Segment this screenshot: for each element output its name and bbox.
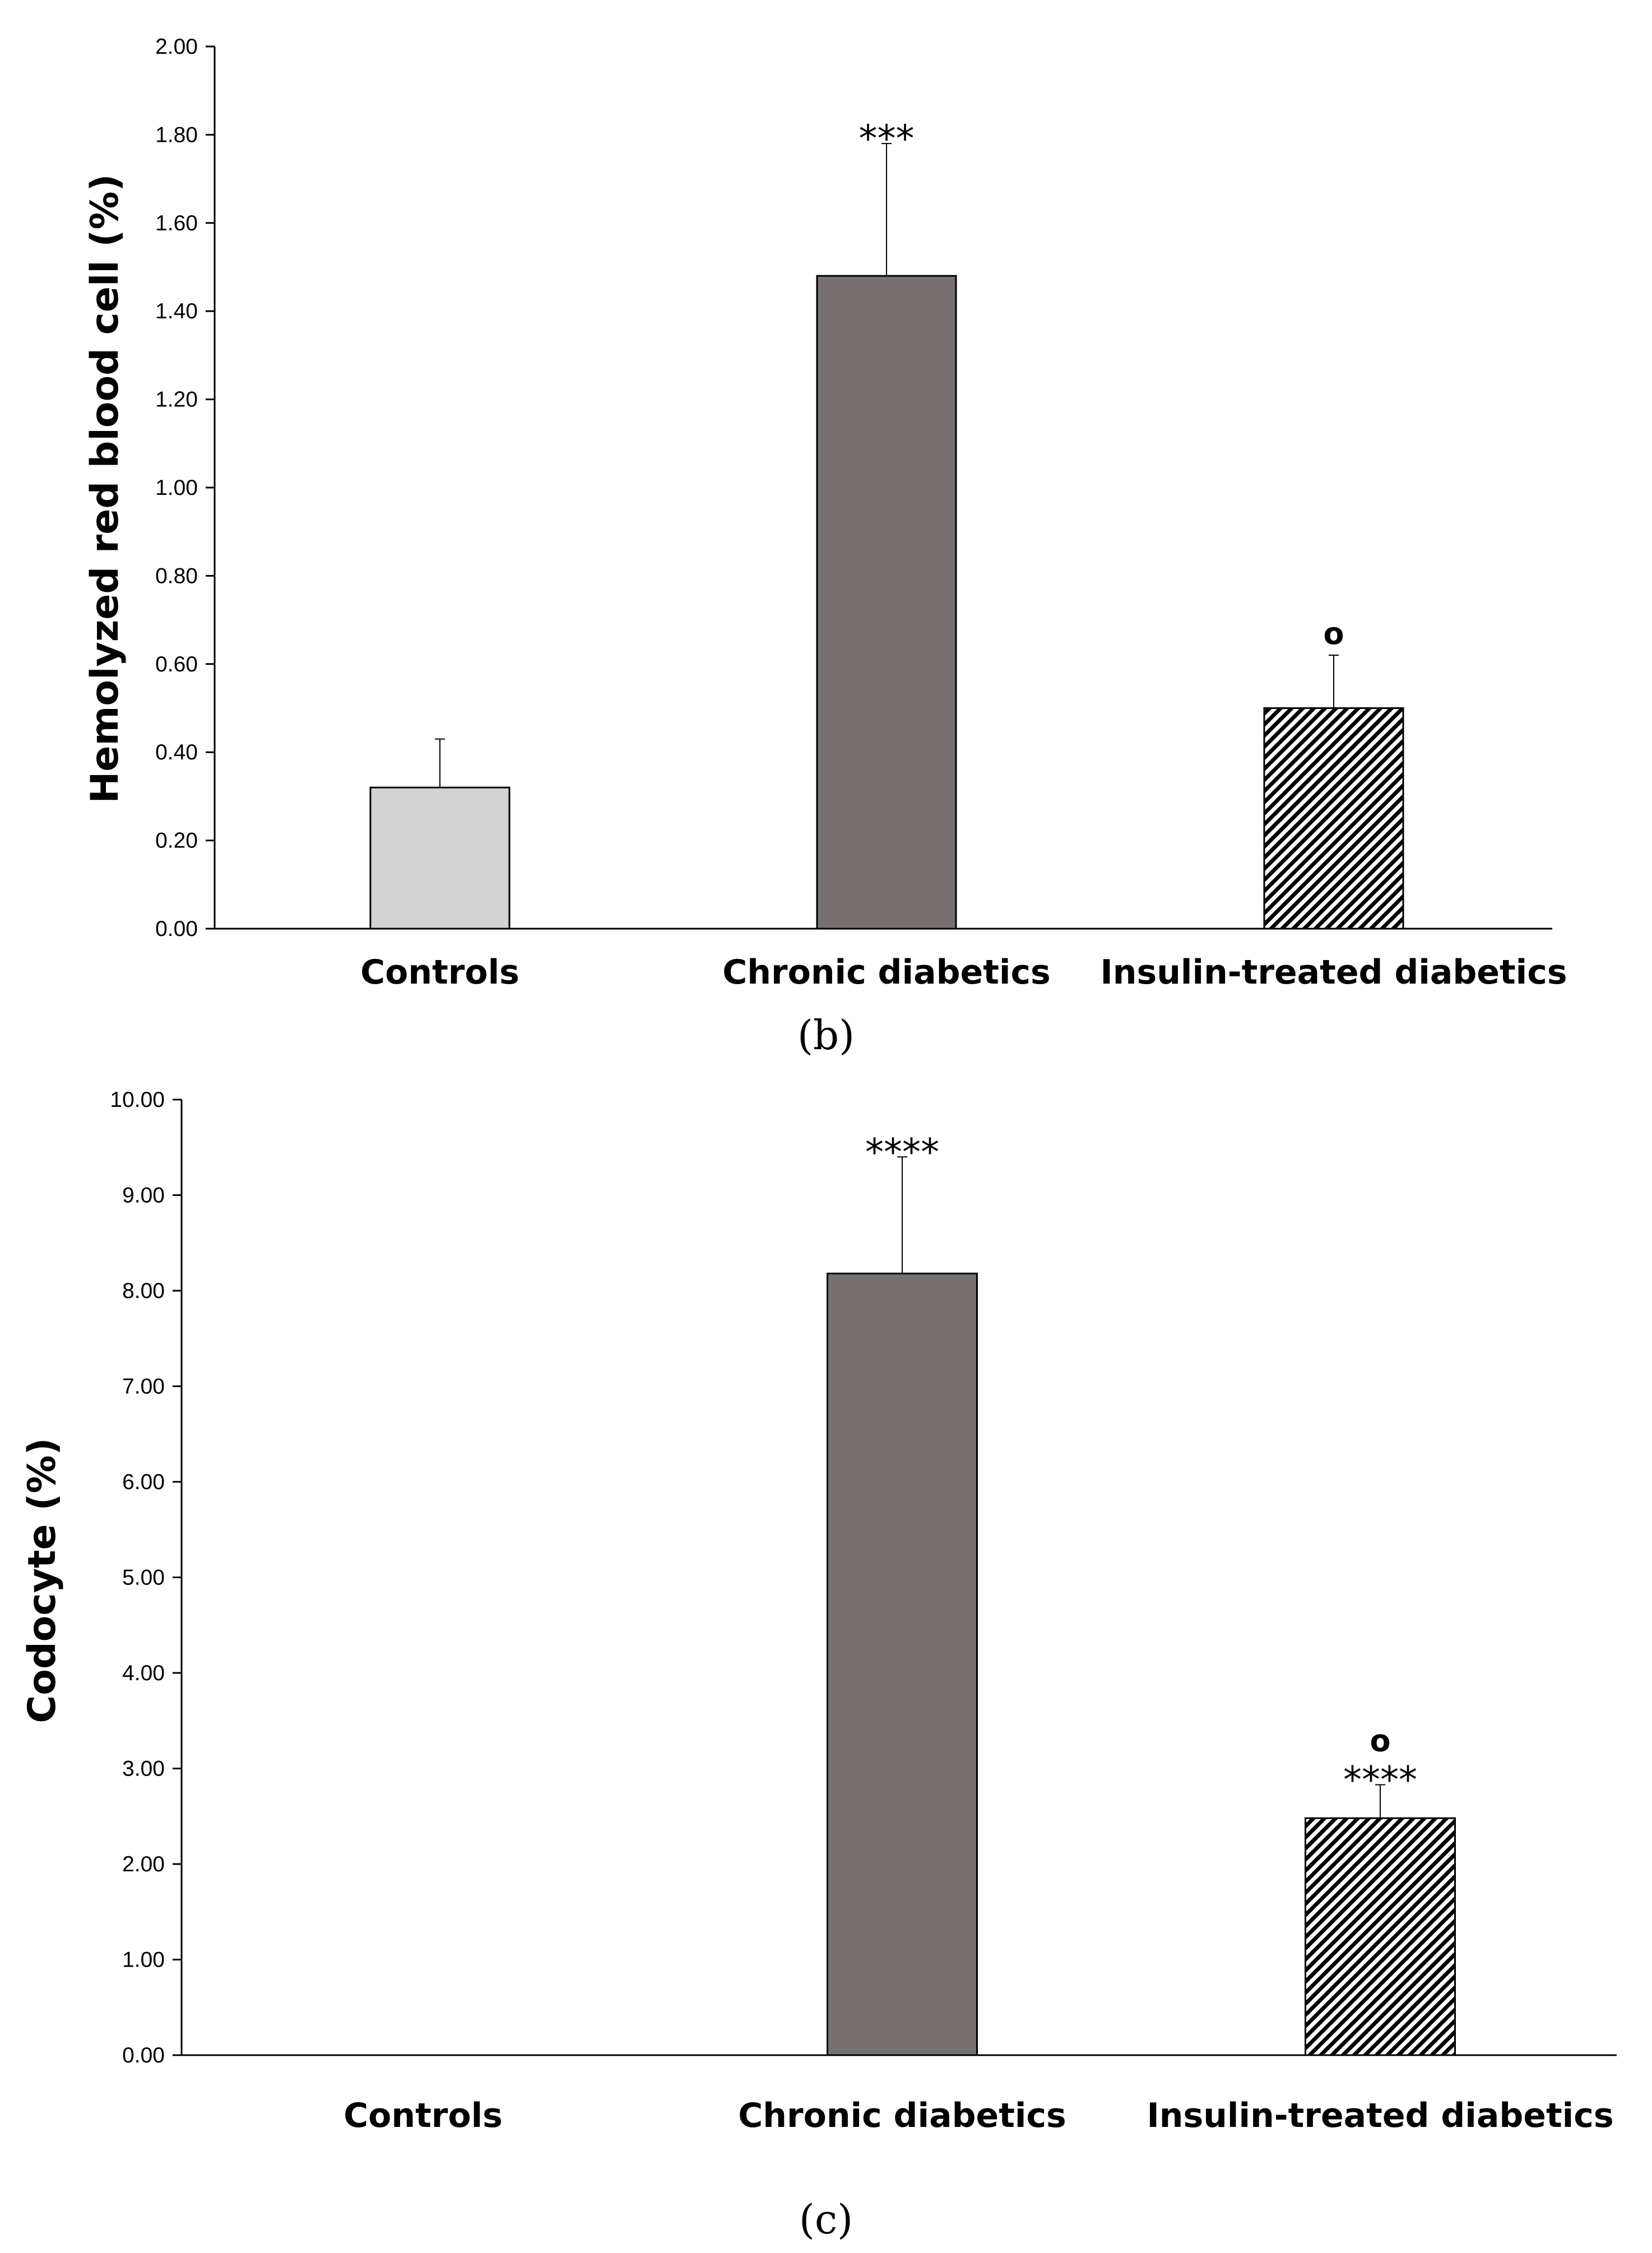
x-category-label: Insulin-treated diabetics: [1147, 2096, 1613, 2135]
x-category-label: Chronic diabetics: [738, 2096, 1066, 2135]
y-tick-label: 6.00: [122, 1470, 165, 1494]
y-tick-label: 0.80: [155, 564, 198, 588]
y-tick-label: 1.60: [155, 211, 198, 235]
y-tick-label: 1.00: [155, 476, 198, 500]
significance-stars: ****: [1343, 1758, 1417, 1801]
chart-panel-b: 0.00 0.20 0.40 0.60 0.80 1.00 1.20 1.40 1.60 1.80…: [83, 35, 1567, 1059]
y-tick-label: 0.40: [155, 740, 198, 764]
y-tick-label: 8.00: [122, 1279, 165, 1303]
x-category-label: Controls: [344, 2096, 503, 2135]
y-tick-label: 10.00: [110, 1088, 165, 1112]
bar-insulin-treated-diabetics: [1263, 707, 1404, 930]
y-tick-labels: 0.00 0.20 0.40 0.60 0.80 1.00 1.20 1.40 1.60 1.80…: [155, 35, 215, 941]
panel-label: (c): [799, 2196, 853, 2243]
y-tick-label: 0.60: [155, 652, 198, 676]
bars: ********o: [827, 1130, 1456, 2056]
bar-insulin-treated-diabetics: [1305, 1817, 1456, 2056]
y-tick-label: 5.00: [122, 1566, 165, 1590]
y-tick-label: 9.00: [122, 1184, 165, 1208]
bars: *** o: [369, 117, 1404, 930]
y-tick-label: 3.00: [122, 1757, 165, 1781]
y-tick-label: 2.00: [155, 35, 198, 59]
bar-chronic-diabetics: [827, 1272, 978, 2056]
y-tick-label: 1.20: [155, 388, 198, 412]
significance-circle: o: [1370, 1723, 1390, 1758]
bar-controls: [369, 786, 511, 930]
y-tick-label: 4.00: [122, 1661, 165, 1685]
x-category-label: Insulin-treated diabetics: [1100, 953, 1567, 992]
y-tick-label: 2.00: [122, 1852, 165, 1876]
x-category-label: Controls: [360, 953, 519, 992]
y-tick-labels: 0.00 1.00 2.00 3.00 4.00 5.00 6.00 7.00 8.00 9.00…: [110, 1088, 182, 2067]
x-category-labels: Controls Chronic diabetics Insulin-treated…: [360, 953, 1567, 992]
y-tick-label: 1.00: [122, 1948, 165, 1972]
y-tick-label: 1.40: [155, 299, 198, 323]
y-tick-label: 1.80: [155, 123, 198, 147]
y-tick-label: 0.00: [155, 917, 198, 941]
x-category-labels: Controls Chronic diabetics Insulin-treated…: [344, 2096, 1613, 2135]
significance-stars: ****: [865, 1130, 939, 1174]
y-tick-label: 7.00: [122, 1375, 165, 1399]
chart-panel-c: 0.00 1.00 2.00 3.00 4.00 5.00 6.00 7.00 8.00 9.00…: [20, 1088, 1617, 2243]
y-tick-label: 0.00: [122, 2043, 165, 2067]
y-tick-label: 0.20: [155, 829, 198, 853]
significance-stars: ***: [859, 117, 915, 160]
y-axis-label: Codocyte (%): [20, 1438, 64, 1723]
y-axis-label: Hemolyzed red blood cell (%): [83, 174, 127, 803]
significance-circle: o: [1323, 616, 1344, 651]
panel-label: (b): [797, 1012, 855, 1059]
x-category-label: Chronic diabetics: [722, 953, 1050, 992]
bar-chronic-diabetics: [816, 275, 957, 930]
